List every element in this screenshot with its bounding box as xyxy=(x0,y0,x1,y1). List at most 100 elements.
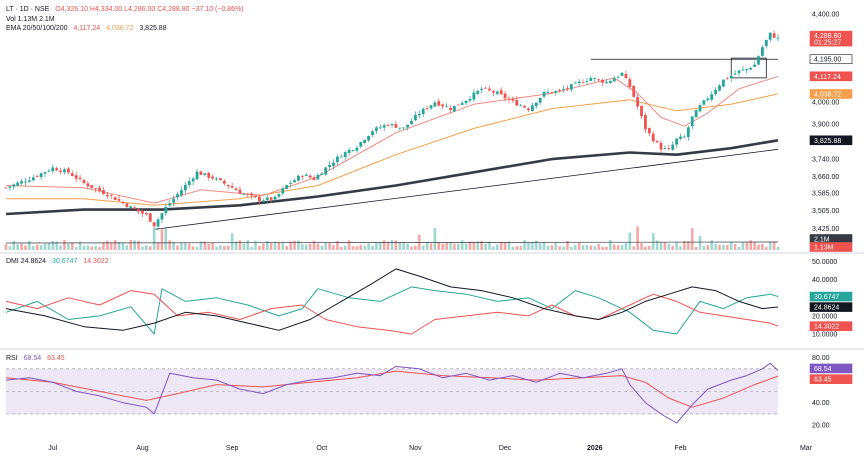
volume-bar xyxy=(133,240,136,250)
candle-body xyxy=(183,184,187,191)
volume-bar xyxy=(644,246,647,250)
volume-bar xyxy=(534,240,538,250)
candle-body xyxy=(242,194,246,195)
candle-body xyxy=(491,91,495,93)
candle-body xyxy=(59,170,62,172)
volume-bar xyxy=(246,240,250,250)
volume-bar xyxy=(585,244,589,250)
candle-body xyxy=(125,203,129,207)
volume-bar xyxy=(324,242,328,250)
volume-bar xyxy=(573,244,577,250)
volume-bar xyxy=(542,241,546,250)
candle-body xyxy=(269,197,273,200)
volume-bar xyxy=(375,242,378,250)
candle-body xyxy=(300,176,304,177)
price-tick: 4,400.00 xyxy=(812,12,839,19)
rsi-tick: 80.00 xyxy=(812,355,830,362)
volume-bar xyxy=(152,228,156,250)
volume-bar xyxy=(410,246,413,250)
candle-body xyxy=(671,144,675,150)
price-tick: 4,000.00 xyxy=(812,100,839,107)
candle-body xyxy=(176,194,179,198)
candle-body xyxy=(480,88,484,91)
candle-body xyxy=(527,108,530,111)
price-badge xyxy=(809,89,853,99)
volume-bar xyxy=(492,246,495,250)
candle-body xyxy=(222,180,226,184)
candle-body xyxy=(538,97,542,103)
volume-bar xyxy=(308,243,312,250)
volume-bar xyxy=(484,243,487,250)
candle-body xyxy=(468,98,472,101)
candle-body xyxy=(102,190,105,194)
ema20-line xyxy=(5,75,779,204)
candle-body xyxy=(612,78,616,82)
volume-bar xyxy=(765,246,768,250)
volume-bar xyxy=(141,246,144,250)
volume-bar xyxy=(683,241,686,250)
volume-bar xyxy=(184,243,187,250)
volume-bar xyxy=(74,246,78,250)
volume-bar xyxy=(28,240,31,250)
dmi-tick: 10.0000 xyxy=(812,331,837,338)
volume-bar xyxy=(312,240,316,250)
volume-bar xyxy=(59,245,62,250)
volume-bar xyxy=(722,244,725,250)
volume-bar xyxy=(729,242,733,250)
candle-body xyxy=(246,194,250,195)
volume-label: Vol 1.13M 2.1M xyxy=(6,16,55,23)
volume-bar xyxy=(612,244,616,250)
dmi-badge xyxy=(809,302,853,312)
candle-body xyxy=(597,79,601,81)
volume-bar xyxy=(160,228,164,250)
candle-body xyxy=(577,81,581,84)
volume-bar xyxy=(651,233,655,250)
volume-bar xyxy=(714,243,717,250)
candle-body xyxy=(98,187,101,191)
volume-bar xyxy=(550,245,554,250)
volume-bar xyxy=(737,246,741,250)
symbol-label[interactable]: LT · 1D · NSE xyxy=(6,6,50,13)
volume-bar xyxy=(234,241,238,250)
volume-bar xyxy=(394,240,398,250)
volume-bar xyxy=(398,242,402,250)
volume-bar xyxy=(636,226,639,250)
candle-body xyxy=(133,207,137,209)
volume-bar xyxy=(129,240,133,250)
price-axis[interactable]: 4,400.00 4,195.00 4,000.00 3,900.00 3,740.00… xyxy=(809,12,853,430)
candle-body xyxy=(421,108,425,115)
volume-bar xyxy=(437,242,441,250)
candle-body xyxy=(624,73,628,79)
candle-body xyxy=(710,94,714,100)
candle-body xyxy=(160,213,164,220)
time-axis[interactable]: Jul Aug Sep Oct Nov Dec 2026 Feb Mar xyxy=(48,445,812,452)
volume-bar xyxy=(546,245,550,250)
volume-bar xyxy=(702,245,706,250)
ema-legend: EMA 20/50/100/200 4,117.24 4,036.72 3,82… xyxy=(6,24,171,33)
candle-body xyxy=(347,149,351,153)
candle-body xyxy=(27,180,31,182)
candle-body xyxy=(121,201,125,204)
candle-body xyxy=(43,172,47,174)
rsi-badge xyxy=(809,374,853,384)
volume-bar xyxy=(187,243,191,250)
candle-body xyxy=(316,174,320,180)
candle-body xyxy=(254,195,257,198)
candle-body xyxy=(328,164,332,167)
adx-line xyxy=(5,268,779,331)
volume-bar xyxy=(254,240,257,250)
candle-body xyxy=(70,173,74,176)
volume-bar xyxy=(47,242,51,250)
volume-bar xyxy=(269,242,273,250)
candle-body xyxy=(644,115,647,130)
volume-bar xyxy=(441,243,444,250)
volume-bar xyxy=(20,243,23,250)
candle-body xyxy=(698,105,702,112)
volume-bar xyxy=(406,243,409,250)
volume-bar xyxy=(35,244,39,250)
candle-body xyxy=(413,115,417,121)
candle-body xyxy=(768,32,772,40)
volume-bar xyxy=(63,240,66,250)
candle-body xyxy=(187,181,191,186)
